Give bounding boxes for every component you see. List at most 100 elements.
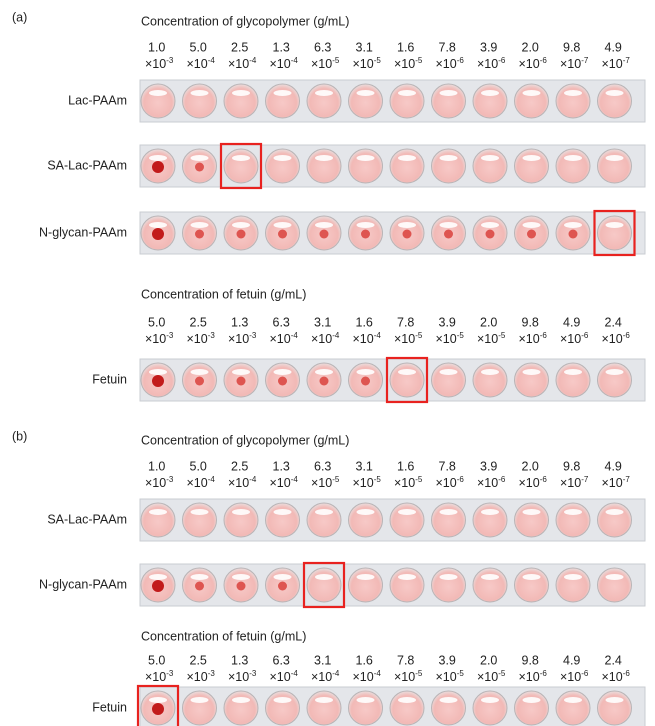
- exponent-base: ×10: [270, 670, 291, 684]
- concentration-mantissa: 1.3: [231, 653, 248, 667]
- exponent-power: -4: [374, 331, 382, 340]
- concentration-mantissa: 6.3: [314, 40, 331, 54]
- exponent-power: -6: [623, 669, 631, 678]
- concentration-exponent: ×10-4: [353, 331, 382, 346]
- pellet: [320, 377, 329, 386]
- concentration-exponent: ×10-6: [519, 331, 548, 346]
- exponent-power: -4: [291, 475, 299, 484]
- panel-label: (b): [12, 429, 27, 443]
- concentration-exponent: ×10-6: [602, 331, 631, 346]
- exponent-base: ×10: [560, 476, 581, 490]
- exponent-base: ×10: [145, 57, 166, 71]
- exponent-power: -4: [249, 475, 257, 484]
- well-glare: [149, 155, 167, 161]
- exponent-base: ×10: [353, 670, 374, 684]
- exponent-power: -5: [374, 56, 382, 65]
- well: [598, 216, 632, 250]
- well: [224, 503, 258, 537]
- well: [473, 568, 507, 602]
- exponent-base: ×10: [560, 57, 581, 71]
- exponent-base: ×10: [477, 332, 498, 346]
- concentration-mantissa: 7.8: [439, 459, 456, 473]
- concentration-exponent: ×10-7: [560, 56, 589, 71]
- well: [598, 568, 632, 602]
- concentration-exponent: ×10-6: [477, 475, 506, 490]
- well-glare: [481, 222, 499, 228]
- exponent-base: ×10: [477, 670, 498, 684]
- exponent-base: ×10: [519, 332, 540, 346]
- exponent-power: -5: [332, 475, 340, 484]
- exponent-base: ×10: [311, 57, 332, 71]
- well-glare: [232, 697, 250, 703]
- well-glare: [149, 222, 167, 228]
- well-glare: [315, 90, 333, 96]
- well: [432, 84, 466, 118]
- concentration-mantissa: 9.8: [522, 315, 539, 329]
- well-glare: [523, 90, 541, 96]
- well: [515, 568, 549, 602]
- well-glare: [523, 222, 541, 228]
- well: [598, 84, 632, 118]
- well: [390, 691, 424, 725]
- exponent-base: ×10: [187, 670, 208, 684]
- exponent-power: -3: [208, 331, 216, 340]
- row-label: SA-Lac-PAAm: [47, 158, 127, 172]
- exponent-base: ×10: [228, 332, 249, 346]
- well-glare: [564, 155, 582, 161]
- well: [307, 503, 341, 537]
- concentration-exponent: ×10-6: [436, 475, 465, 490]
- concentration-mantissa: 7.8: [397, 653, 414, 667]
- well-glare: [481, 697, 499, 703]
- concentration-mantissa: 9.8: [563, 40, 580, 54]
- concentration-exponent: ×10-4: [270, 331, 299, 346]
- concentration-exponent: ×10-5: [311, 475, 340, 490]
- well-glare: [191, 509, 209, 515]
- well-glare: [398, 369, 416, 375]
- well: [266, 503, 300, 537]
- exponent-base: ×10: [436, 670, 457, 684]
- exponent-power: -5: [415, 475, 423, 484]
- well: [224, 149, 258, 183]
- exponent-power: -4: [249, 56, 257, 65]
- exponent-base: ×10: [477, 57, 498, 71]
- pellet: [195, 230, 204, 239]
- concentration-mantissa: 3.9: [480, 40, 497, 54]
- well-glare: [149, 697, 167, 703]
- exponent-base: ×10: [519, 670, 540, 684]
- well-glare: [481, 369, 499, 375]
- well-glare: [191, 697, 209, 703]
- well-glare: [606, 509, 624, 515]
- well-glare: [564, 369, 582, 375]
- concentration-exponent: ×10-5: [353, 56, 382, 71]
- concentration-mantissa: 2.5: [190, 653, 207, 667]
- exponent-base: ×10: [228, 476, 249, 490]
- row-label: SA-Lac-PAAm: [47, 512, 127, 526]
- exponent-power: -6: [498, 475, 506, 484]
- pellet: [195, 582, 204, 591]
- concentration-mantissa: 6.3: [314, 459, 331, 473]
- well-glare: [274, 155, 292, 161]
- pellet: [569, 230, 578, 239]
- concentration-exponent: ×10-6: [519, 56, 548, 71]
- well-glare: [564, 90, 582, 96]
- concentration-mantissa: 3.9: [480, 459, 497, 473]
- pellet: [195, 163, 204, 172]
- exponent-base: ×10: [270, 332, 291, 346]
- well: [224, 84, 258, 118]
- exponent-power: -6: [540, 475, 548, 484]
- section-header: Concentration of fetuin (g/mL): [141, 287, 306, 301]
- section-header: Concentration of fetuin (g/mL): [141, 629, 306, 643]
- well-glare: [357, 222, 375, 228]
- well-glare: [191, 90, 209, 96]
- exponent-base: ×10: [602, 476, 623, 490]
- exponent-power: -4: [332, 669, 340, 678]
- well-glare: [274, 697, 292, 703]
- well: [349, 691, 383, 725]
- well: [473, 84, 507, 118]
- well: [266, 691, 300, 725]
- exponent-power: -4: [208, 475, 216, 484]
- exponent-base: ×10: [436, 57, 457, 71]
- well: [556, 568, 590, 602]
- well: [598, 691, 632, 725]
- pellet: [152, 703, 164, 715]
